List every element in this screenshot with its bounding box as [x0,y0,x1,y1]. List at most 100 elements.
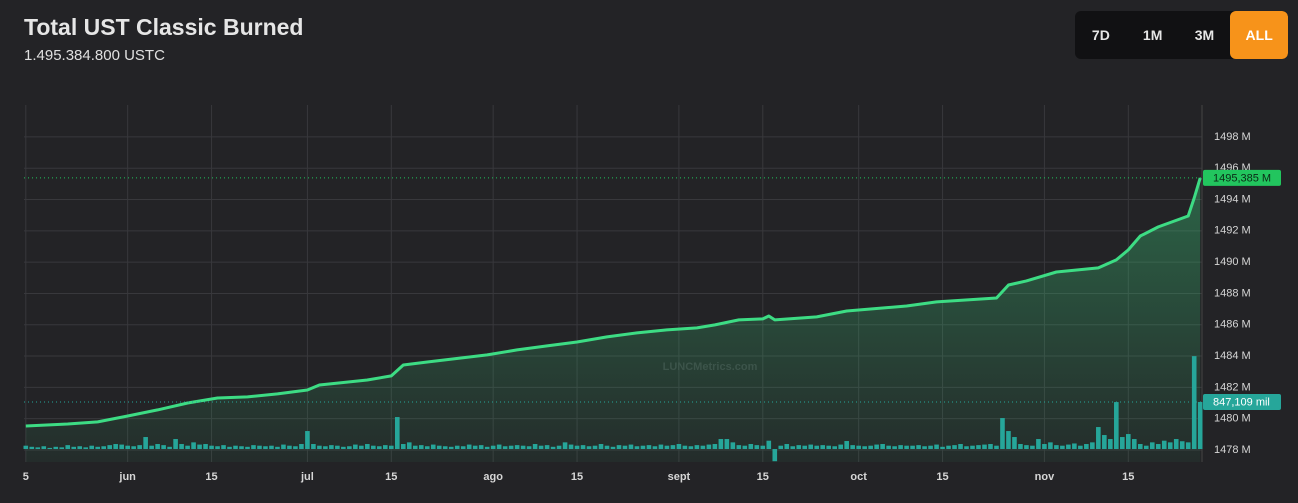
line [25,177,1202,428]
x-tick-label: 15 [1122,471,1134,483]
bar [538,445,544,450]
bar [107,445,112,450]
bar [221,445,226,450]
bar [478,445,484,450]
bar [305,431,310,450]
bar [29,446,35,450]
y-tick-label: 1492 M [1214,225,1251,237]
bar [964,446,969,450]
bar [293,446,298,450]
bar [862,446,867,450]
bar [916,445,921,450]
bar [898,445,903,450]
bar [1131,439,1137,450]
bar [41,446,47,450]
bar [1185,442,1191,450]
bar [958,444,963,450]
bar [982,444,987,450]
bar [1072,443,1077,450]
bar [155,444,160,450]
bar [149,445,154,450]
y-tick-label: 1484 M [1214,350,1251,362]
bar [808,444,814,450]
bar [868,445,873,450]
bar [754,445,760,450]
bar [442,446,448,450]
bar [1137,444,1143,450]
bar [47,447,53,450]
bar [209,445,214,450]
x-tick-label: ago [483,471,503,483]
bar [598,444,604,450]
y-tick-label: 1498 M [1214,131,1251,143]
bar [299,444,304,450]
y-tick-label: 1478 M [1214,444,1251,456]
bar [203,444,208,450]
bar [353,444,358,450]
bar [125,445,130,450]
x-tick-label: oct [850,471,867,483]
bar [556,445,562,450]
bar [1078,445,1083,450]
bar [1024,445,1029,450]
bar [239,446,244,450]
bar [508,445,514,450]
bar [532,444,538,450]
bar [466,444,472,450]
bar [1126,434,1131,450]
bar [586,446,592,450]
bar [772,449,778,462]
bar [83,447,89,450]
bar [922,446,927,450]
bar [1161,440,1167,450]
bar [35,447,41,450]
bar [706,444,712,450]
bar [394,417,400,450]
price-tag [1203,394,1281,411]
x-tick-label: jun [118,471,136,483]
bar [233,445,238,450]
bar [592,445,598,450]
bar [652,446,658,450]
bar [1036,439,1041,450]
y-tick-label: 1482 M [1214,381,1251,393]
bar [412,445,418,450]
bar [850,445,855,450]
bar [1060,445,1065,450]
bar [371,445,376,450]
bar [377,446,382,450]
bar [646,445,652,450]
x-tick-label: 15 [571,471,583,483]
bar [430,444,436,450]
area [25,177,1201,462]
bar [760,445,766,450]
range-button[interactable]: 1M [1127,11,1179,59]
range-button[interactable]: 3M [1179,11,1231,59]
bar [640,445,646,450]
bar [520,445,526,450]
bar [724,439,730,450]
bar [1042,444,1047,450]
bar [568,444,574,450]
bar [179,444,184,450]
bar [1191,356,1197,450]
y-tick-label: 1480 M [1214,413,1251,425]
bar [832,446,837,450]
bar [562,442,568,450]
y-tick-label: 1494 M [1214,193,1251,205]
bar [934,444,939,450]
bar [676,444,682,450]
bar [389,445,394,450]
range-button[interactable]: 7D [1075,11,1127,59]
bar [323,446,328,450]
bar [275,446,280,450]
bar [215,446,220,450]
bar [616,445,622,450]
bar [946,445,951,450]
bar [1006,431,1011,450]
range-button[interactable]: ALL [1230,11,1288,59]
bar [23,445,29,450]
bar [790,446,796,450]
bar [856,445,861,450]
